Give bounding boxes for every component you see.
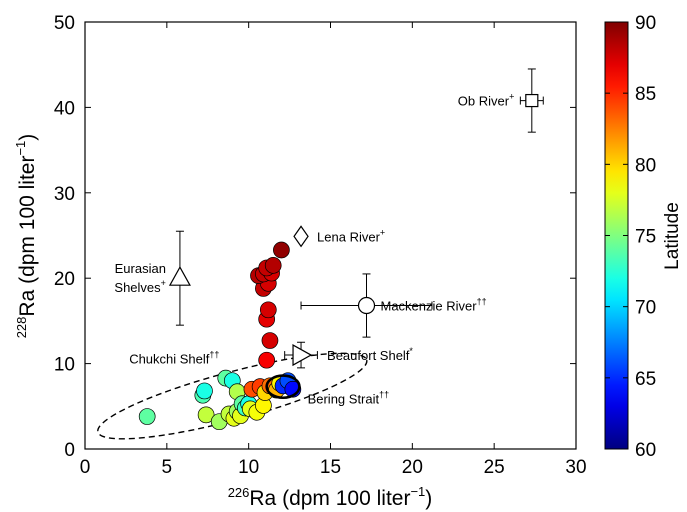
data-point <box>259 301 277 319</box>
data-point <box>264 257 282 274</box>
data-point <box>273 241 290 259</box>
data-point <box>138 408 156 425</box>
x-tick-label: 20 <box>402 457 423 478</box>
y-axis-label: 228Ra (dpm 100 liter−1) <box>13 134 39 339</box>
region-label: Chukchi Shelf†† <box>129 350 219 367</box>
x-tick-label: 30 <box>565 457 586 478</box>
endmember-label: Mackenzie River†† <box>381 297 487 314</box>
y-tick-label: 40 <box>54 98 75 119</box>
colorbar-tick-label: 85 <box>635 84 656 105</box>
x-axis-label: 226Ra (dpm 100 liter−1) <box>228 484 433 510</box>
y-tick-label: 0 <box>64 440 75 461</box>
colorbar-label: Latitude <box>662 202 683 270</box>
endmember-label-mark: + <box>509 92 514 102</box>
data-point <box>258 351 276 369</box>
y-tick-label: 30 <box>54 184 75 205</box>
region-label-name: Bering Strait <box>308 392 380 407</box>
x-tick-label: 15 <box>320 457 341 478</box>
region-label-mark: †† <box>209 350 219 360</box>
x-tick-label: 0 <box>80 457 91 478</box>
bering-strait-ellipse <box>265 374 301 400</box>
endmember-label: Beaufort Shelf* <box>327 346 413 363</box>
triangle-up-marker <box>168 265 191 286</box>
endmember-label-name: Lena River <box>317 229 381 244</box>
colorbar-tick-label: 90 <box>635 13 656 34</box>
colorbar-tick-label: 75 <box>635 227 656 248</box>
y-tick-label: 10 <box>54 355 75 376</box>
colorbar-tick-label: 80 <box>635 155 656 176</box>
endmember-label-name: Ob River <box>458 94 510 109</box>
y-axis-label-sup: 228 <box>14 317 29 339</box>
endmember-label: Ob River+ <box>458 92 515 109</box>
endmember-label: Lena River+ <box>317 227 385 244</box>
diamond-marker <box>293 225 309 248</box>
endmember-beaufort-shelf: Beaufort Shelf* <box>284 341 413 369</box>
endmember-ob-river: Ob River+ <box>458 68 544 133</box>
x-axis-label-close: ) <box>425 487 432 510</box>
endmember-label: Eurasian <box>115 261 166 276</box>
plot-area <box>84 21 577 450</box>
endmember-label: Shelves+ <box>114 278 166 295</box>
endmember-label-name: Beaufort Shelf <box>327 348 410 363</box>
endmember-mackenzie-river: Mackenzie River†† <box>300 273 487 338</box>
data-point <box>261 332 279 349</box>
x-axis-label-sup: 226 <box>228 485 250 500</box>
colorbar-tick-label: 70 <box>635 298 656 319</box>
circle-marker <box>357 296 376 315</box>
x-tick-label: 5 <box>162 457 173 478</box>
region-label-mark: †† <box>379 390 389 400</box>
y-tick-label: 50 <box>54 13 75 34</box>
endmember-eurasian: Eurasian Shelves+ <box>114 230 191 326</box>
endmember-label-name: Mackenzie River <box>381 299 478 314</box>
colorbar-tick-label: 65 <box>635 369 656 390</box>
triangle-right-marker <box>292 344 313 367</box>
x-axis-label-main: Ra (dpm 100 liter <box>249 487 410 510</box>
x-axis-label-exp: −1 <box>410 484 425 499</box>
y-tick-label: 20 <box>54 269 75 290</box>
colorbar-tick-label: 60 <box>635 440 656 461</box>
y-axis-label-exp: −1 <box>13 141 28 156</box>
endmember-label-mark: + <box>161 278 166 288</box>
endmember-label-mark: + <box>380 227 385 237</box>
endmember-label-mark: †† <box>477 297 487 307</box>
data-point <box>197 406 215 424</box>
region-label: Bering Strait†† <box>308 390 390 407</box>
endmember-label-name: Shelves <box>114 280 161 295</box>
y-axis-label-main: Ra (dpm 100 liter <box>16 156 39 317</box>
endmember-lena-river: Lena River+ <box>293 225 385 248</box>
region-label-name: Chukchi Shelf <box>129 352 210 367</box>
y-axis-label-close: ) <box>16 134 39 141</box>
square-marker <box>525 93 539 108</box>
x-tick-label: 25 <box>484 457 505 478</box>
data-point <box>196 382 213 400</box>
endmember-label-mark: * <box>409 346 413 356</box>
x-tick-label: 10 <box>238 457 259 478</box>
